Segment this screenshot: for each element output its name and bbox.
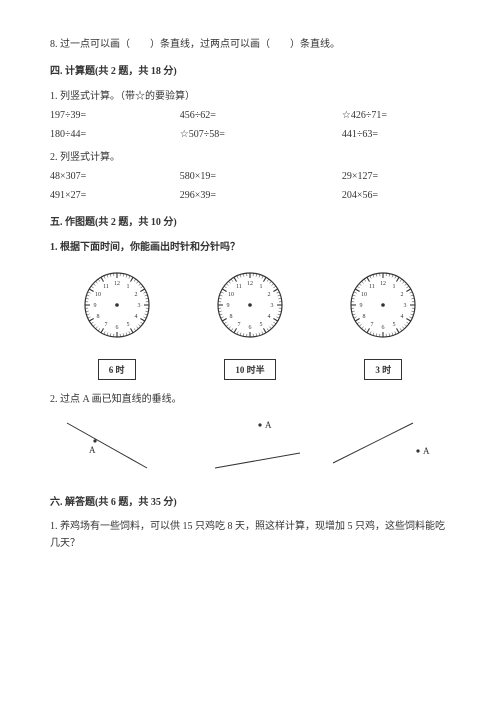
svg-text:10: 10 bbox=[228, 292, 234, 298]
svg-text:9: 9 bbox=[93, 303, 96, 309]
eq-1a: 197÷39= bbox=[50, 110, 180, 121]
svg-text:10: 10 bbox=[361, 292, 367, 298]
eq-1b: 456÷62= bbox=[180, 110, 342, 121]
eq-3a: 48×307= bbox=[50, 171, 180, 182]
perp-diagram-2: A bbox=[190, 413, 310, 478]
perp-diagram-1: A bbox=[57, 413, 177, 478]
perpendicular-row: A A A bbox=[50, 413, 450, 478]
svg-text:12: 12 bbox=[114, 281, 120, 287]
svg-text:4: 4 bbox=[268, 314, 271, 320]
svg-text:8: 8 bbox=[229, 314, 232, 320]
svg-text:5: 5 bbox=[259, 322, 262, 328]
clock-face-1: 121234567891011 bbox=[77, 265, 157, 345]
svg-text:1: 1 bbox=[259, 284, 262, 290]
svg-text:12: 12 bbox=[247, 281, 253, 287]
eq-4a: 491×27= bbox=[50, 190, 180, 201]
svg-text:6: 6 bbox=[248, 325, 251, 331]
svg-text:8: 8 bbox=[363, 314, 366, 320]
svg-text:9: 9 bbox=[360, 303, 363, 309]
svg-text:3: 3 bbox=[137, 303, 140, 309]
eq-row-3: 48×307= 580×19= 29×127= bbox=[50, 171, 450, 182]
sec4-q1: 1. 列竖式计算。（带☆的要验算） bbox=[50, 87, 450, 102]
eq-row-4: 491×27= 296×39= 204×56= bbox=[50, 190, 450, 201]
svg-text:3: 3 bbox=[404, 303, 407, 309]
svg-text:7: 7 bbox=[371, 322, 374, 328]
time-label-3: 3 时 bbox=[364, 359, 402, 380]
svg-text:8: 8 bbox=[96, 314, 99, 320]
svg-text:1: 1 bbox=[393, 284, 396, 290]
eq-3b: 580×19= bbox=[180, 171, 342, 182]
sec5-q2: 2. 过点 A 画已知直线的垂线。 bbox=[50, 390, 450, 405]
svg-text:7: 7 bbox=[104, 322, 107, 328]
svg-text:11: 11 bbox=[103, 284, 109, 290]
svg-text:A: A bbox=[265, 420, 272, 430]
eq-2a: 180÷44= bbox=[50, 129, 180, 140]
perp-diagram-3: A bbox=[323, 413, 443, 478]
svg-text:6: 6 bbox=[115, 325, 118, 331]
sec6-q1: 1. 养鸡场有一些饲料，可以供 15 只鸡吃 8 天，照这样计算，现增加 5 只… bbox=[50, 518, 450, 552]
clock-2: 12 12 3 45 6 789 1011 10 时半 bbox=[210, 265, 290, 380]
svg-text:2: 2 bbox=[268, 292, 271, 298]
svg-text:A: A bbox=[89, 445, 96, 455]
svg-text:6: 6 bbox=[382, 325, 385, 331]
svg-text:9: 9 bbox=[226, 303, 229, 309]
clock-1: 121234567891011 6 时 bbox=[77, 265, 157, 380]
clock-3: 121234567891011 3 时 bbox=[343, 265, 423, 380]
svg-text:4: 4 bbox=[134, 314, 137, 320]
svg-text:2: 2 bbox=[134, 292, 137, 298]
svg-text:10: 10 bbox=[95, 292, 101, 298]
svg-text:12: 12 bbox=[380, 281, 386, 287]
eq-2b: ☆507÷58= bbox=[180, 129, 342, 140]
eq-1c: ☆426÷71= bbox=[342, 110, 450, 121]
svg-text:4: 4 bbox=[401, 314, 404, 320]
svg-text:5: 5 bbox=[126, 322, 129, 328]
section-4-title: 四. 计算题(共 2 题，共 18 分) bbox=[50, 62, 450, 77]
svg-text:A: A bbox=[423, 446, 430, 456]
svg-text:2: 2 bbox=[401, 292, 404, 298]
clock-face-2: 12 12 3 45 6 789 1011 bbox=[210, 265, 290, 345]
clock-face-3: 121234567891011 bbox=[343, 265, 423, 345]
question-8: 8. 过一点可以画（ ）条直线，过两点可以画（ ）条直线。 bbox=[50, 35, 450, 50]
svg-text:3: 3 bbox=[270, 303, 273, 309]
svg-text:5: 5 bbox=[393, 322, 396, 328]
time-label-1: 6 时 bbox=[98, 359, 136, 380]
sec5-q1: 1. 根据下面时间，你能画出时针和分针吗？ bbox=[50, 238, 450, 253]
time-label-2: 10 时半 bbox=[224, 359, 275, 380]
svg-text:7: 7 bbox=[237, 322, 240, 328]
section-6-title: 六. 解答题(共 6 题，共 35 分) bbox=[50, 493, 450, 508]
sec4-q2: 2. 列竖式计算。 bbox=[50, 148, 450, 163]
eq-row-1: 197÷39= 456÷62= ☆426÷71= bbox=[50, 110, 450, 121]
svg-text:11: 11 bbox=[369, 284, 375, 290]
svg-text:11: 11 bbox=[236, 284, 242, 290]
eq-4c: 204×56= bbox=[342, 190, 450, 201]
section-5-title: 五. 作图题(共 2 题，共 10 分) bbox=[50, 213, 450, 228]
clock-row: 121234567891011 6 时 121234567891011 10 时… bbox=[50, 265, 450, 380]
eq-3c: 29×127= bbox=[342, 171, 450, 182]
eq-row-2: 180÷44= ☆507÷58= 441÷63= bbox=[50, 129, 450, 140]
svg-text:1: 1 bbox=[126, 284, 129, 290]
eq-4b: 296×39= bbox=[180, 190, 342, 201]
eq-2c: 441÷63= bbox=[342, 129, 450, 140]
